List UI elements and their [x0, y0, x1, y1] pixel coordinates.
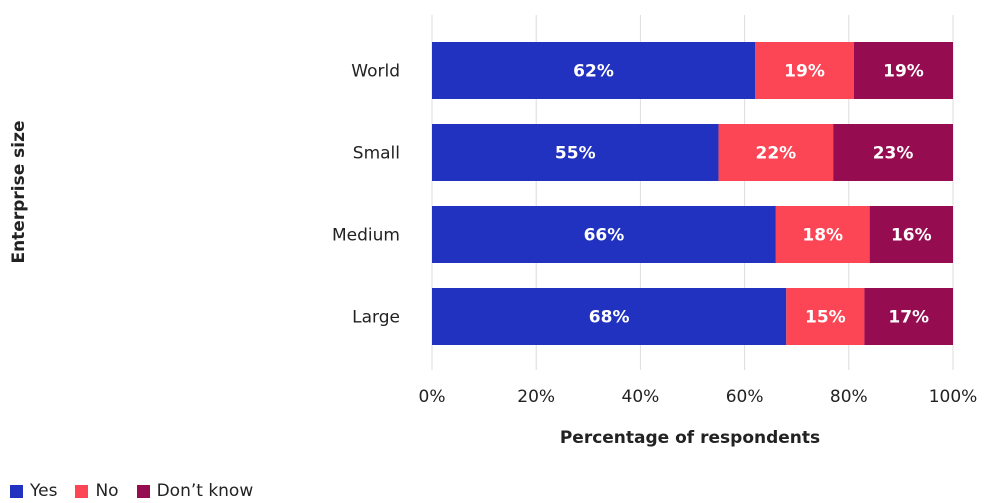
- x-tick-label: 40%: [622, 387, 660, 407]
- data-label: 66%: [584, 226, 625, 246]
- data-label: 23%: [873, 144, 914, 164]
- category-labels: World Small Medium Large: [332, 62, 400, 328]
- bar-segment-no[interactable]: [755, 42, 855, 99]
- bar-segment-no[interactable]: [786, 288, 865, 345]
- legend-item-yes[interactable]: Yes: [10, 481, 57, 501]
- category-label: World: [351, 62, 400, 82]
- bar-segment-don-t-know[interactable]: [869, 206, 953, 263]
- data-label: 22%: [756, 144, 797, 164]
- legend-label-no: No: [95, 481, 119, 501]
- data-label: 68%: [589, 308, 630, 328]
- data-label: 55%: [555, 144, 596, 164]
- data-label: 62%: [573, 62, 614, 82]
- data-label: 16%: [891, 226, 932, 246]
- bar-segment-don-t-know[interactable]: [864, 288, 953, 345]
- bar-segment-yes[interactable]: [432, 42, 756, 99]
- data-label: 19%: [883, 62, 924, 82]
- x-tick-label: 0%: [419, 387, 446, 407]
- bars: 62% 19% 19% 55% 22% 23% 66% 18% 16% 68% 15% 17%: [432, 42, 953, 345]
- bar-segment-don-t-know[interactable]: [854, 42, 953, 99]
- category-label: Medium: [332, 226, 400, 246]
- data-label: 18%: [802, 226, 843, 246]
- bar-segment-don-t-know[interactable]: [833, 124, 953, 181]
- bar-segment-no[interactable]: [775, 206, 870, 263]
- legend-swatch-dont-know: [136, 484, 150, 498]
- bar-segment-yes[interactable]: [432, 124, 719, 181]
- legend-item-dont-know[interactable]: Don’t know: [136, 481, 254, 501]
- data-label: 15%: [805, 308, 846, 328]
- legend: Yes No Don’t know: [10, 481, 253, 501]
- x-tick-label: 20%: [517, 387, 555, 407]
- x-axis-title: Percentage of respondents: [560, 428, 820, 448]
- legend-item-no[interactable]: No: [75, 481, 119, 501]
- bar-segment-yes[interactable]: [432, 206, 776, 263]
- bar-segment-yes[interactable]: [432, 288, 787, 345]
- legend-swatch-no: [75, 484, 89, 498]
- x-tick-label: 80%: [830, 387, 868, 407]
- legend-label-yes: Yes: [30, 481, 58, 501]
- bar-segment-no[interactable]: [718, 124, 834, 181]
- data-label: 17%: [888, 308, 929, 328]
- legend-swatch-yes: [10, 484, 23, 498]
- category-label: Small: [353, 144, 400, 164]
- x-tick-label: 100%: [929, 387, 978, 407]
- data-label: 19%: [784, 62, 825, 82]
- y-axis-title: Enterprise size: [9, 120, 29, 263]
- x-tick-labels: 0% 20% 40% 60% 80% 100%: [419, 387, 978, 407]
- x-tick-label: 60%: [726, 387, 764, 407]
- category-label: Large: [352, 308, 400, 328]
- legend-label-dont-know: Don’t know: [156, 481, 254, 501]
